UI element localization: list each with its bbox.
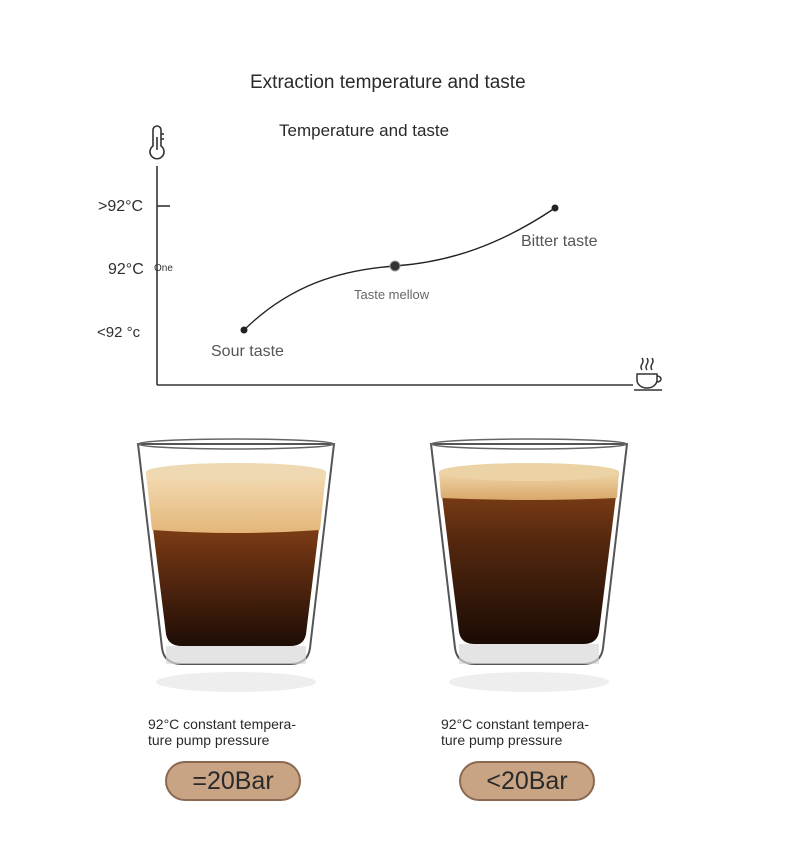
diagram-subtitle: Temperature and taste: [279, 121, 450, 140]
espresso-glass-right: [429, 438, 629, 692]
point-bitter: [551, 204, 559, 212]
caption-right: 92°C constant tempera- ture pump pressur…: [441, 716, 621, 748]
y-tick-label-high: >92°C: [98, 198, 144, 215]
y-tick-label-mid: 92°C: [108, 261, 144, 278]
espresso-glass-left: [136, 438, 336, 692]
point-label-bitter: Bitter taste: [521, 233, 598, 250]
temperature-taste-chart: [149, 125, 662, 391]
y-tick-label-low: <92 °c: [97, 324, 141, 341]
point-sour: [240, 326, 248, 334]
coffee-cup-icon: [634, 357, 662, 391]
caption-left-line1: 92°C constant tempera-: [148, 716, 297, 732]
point-label-mellow: Taste mellow: [354, 287, 430, 302]
y-tick-note: One: [154, 263, 173, 274]
caption-left-line2: ture pump pressure: [148, 732, 270, 748]
caption-right-line1: 92°C constant tempera-: [441, 716, 590, 732]
point-mellow: [389, 260, 401, 272]
point-label-sour: Sour taste: [211, 343, 284, 360]
diagram-title: Extraction temperature and taste: [250, 72, 526, 93]
thermometer-icon: [149, 125, 165, 160]
pressure-badge-left: =20Bar: [165, 761, 301, 801]
caption-left: 92°C constant tempera- ture pump pressur…: [148, 716, 328, 748]
pressure-badge-right: <20Bar: [459, 761, 595, 801]
caption-right-line2: ture pump pressure: [441, 732, 563, 748]
